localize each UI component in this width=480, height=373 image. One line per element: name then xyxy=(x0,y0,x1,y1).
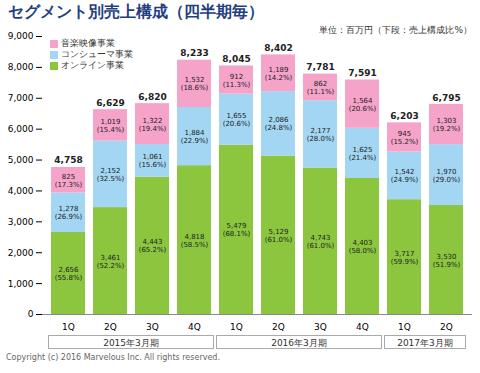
svg-text:825(17.3%): 825(17.3%) xyxy=(55,173,83,189)
svg-text:4Q: 4Q xyxy=(188,322,201,332)
html-text:単位：百万円（下段：売上構成比%）: 単位：百万円（下段：売上構成比%） xyxy=(319,25,472,35)
html-text:2016年3月期: 2016年3月期 xyxy=(271,338,327,348)
svg-text:9,000: 9,000 xyxy=(8,31,34,41)
svg-text:862(11.1%): 862(11.1%) xyxy=(307,80,335,96)
svg-text:3,000: 3,000 xyxy=(8,217,34,227)
svg-text:1,061(15.6%): 1,061(15.6%) xyxy=(139,153,167,169)
svg-text:8,402: 8,402 xyxy=(264,43,292,53)
svg-text:3,717(59.9%): 3,717(59.9%) xyxy=(391,250,419,266)
html-text:音楽映像事業: 音楽映像事業 xyxy=(61,38,115,48)
svg-text:3,461(52.2%): 3,461(52.2%) xyxy=(97,254,125,270)
svg-text:2,152(32.5%): 2,152(32.5%) xyxy=(97,167,125,183)
svg-text:945(15.2%): 945(15.2%) xyxy=(391,130,419,146)
svg-text:3,530(51.9%): 3,530(51.9%) xyxy=(433,253,461,269)
svg-text:1,655(20.6%): 1,655(20.6%) xyxy=(223,112,251,128)
svg-text:4,443(65.2%): 4,443(65.2%) xyxy=(139,238,167,254)
svg-text:1,532(18.6%): 1,532(18.6%) xyxy=(181,76,209,92)
svg-text:7,591: 7,591 xyxy=(348,68,376,78)
svg-text:4,743(61.0%): 4,743(61.0%) xyxy=(307,234,335,250)
svg-text:5,000: 5,000 xyxy=(8,155,34,165)
svg-text:6,629: 6,629 xyxy=(96,98,124,108)
html-text:セグメント別売上構成（四半期毎）: セグメント別売上構成（四半期毎） xyxy=(8,2,264,21)
svg-text:1,322(19.4%): 1,322(19.4%) xyxy=(139,117,167,133)
svg-text:1,278(26.9%): 1,278(26.9%) xyxy=(55,205,83,221)
svg-text:6,000: 6,000 xyxy=(8,124,34,134)
svg-text:1,542(24.9%): 1,542(24.9%) xyxy=(391,168,419,184)
svg-text:2,086(24.8%): 2,086(24.8%) xyxy=(265,116,293,132)
svg-text:2,000: 2,000 xyxy=(8,248,34,258)
svg-text:8,233: 8,233 xyxy=(180,48,208,58)
svg-text:6,203: 6,203 xyxy=(390,111,418,121)
svg-text:6,820: 6,820 xyxy=(138,92,166,102)
svg-text:2Q: 2Q xyxy=(104,322,117,332)
svg-text:5,479(68.1%): 5,479(68.1%) xyxy=(223,222,251,238)
svg-text:1,884(22.9%): 1,884(22.9%) xyxy=(181,129,209,145)
svg-text:4,758: 4,758 xyxy=(54,155,82,165)
html-text:コンシューマ事業: コンシューマ事業 xyxy=(61,49,133,59)
svg-text:4,000: 4,000 xyxy=(8,186,34,196)
svg-text:2Q: 2Q xyxy=(440,322,453,332)
svg-text:5,129(61.0%): 5,129(61.0%) xyxy=(265,228,293,244)
html-text:2017年3月期: 2017年3月期 xyxy=(397,338,453,348)
svg-text:1Q: 1Q xyxy=(230,322,243,332)
html-text:オンライン事業: オンライン事業 xyxy=(61,60,124,70)
svg-text:7,781: 7,781 xyxy=(306,62,334,72)
svg-text:0: 0 xyxy=(28,309,34,319)
svg-text:1,970(29.0%): 1,970(29.0%) xyxy=(433,168,461,184)
svg-text:7,000: 7,000 xyxy=(8,93,34,103)
svg-text:2,177(28.0%): 2,177(28.0%) xyxy=(307,127,335,143)
svg-text:2Q: 2Q xyxy=(272,322,285,332)
svg-text:1,019(15.4%): 1,019(15.4%) xyxy=(97,118,125,134)
svg-text:6,795: 6,795 xyxy=(432,92,460,102)
svg-text:4Q: 4Q xyxy=(356,322,369,332)
svg-text:3Q: 3Q xyxy=(314,322,327,332)
svg-text:2,656(55.8%): 2,656(55.8%) xyxy=(55,266,83,282)
svg-text:1Q: 1Q xyxy=(398,322,411,332)
svg-text:1,625(21.4%): 1,625(21.4%) xyxy=(349,146,377,162)
svg-text:8,000: 8,000 xyxy=(8,62,34,72)
svg-text:912(11.3%): 912(11.3%) xyxy=(223,73,251,89)
svg-text:1,564(20.6%): 1,564(20.6%) xyxy=(349,97,377,113)
svg-text:1,303(19.2%): 1,303(19.2%) xyxy=(433,117,461,133)
svg-text:3Q: 3Q xyxy=(146,322,159,332)
html-text:2015年3月期: 2015年3月期 xyxy=(103,338,159,348)
svg-text:4,403(58.0%): 4,403(58.0%) xyxy=(349,239,377,255)
svg-text:8,045: 8,045 xyxy=(222,54,250,64)
svg-text:4,818(58.5%): 4,818(58.5%) xyxy=(181,233,209,249)
html-text:Copyright (c) 2016 Marvelous I: Copyright (c) 2016 Marvelous Inc. All ri… xyxy=(6,353,220,362)
svg-text:1Q: 1Q xyxy=(62,322,75,332)
svg-text:1,189(14.2%): 1,189(14.2%) xyxy=(265,66,293,82)
svg-text:1,000: 1,000 xyxy=(8,278,34,288)
